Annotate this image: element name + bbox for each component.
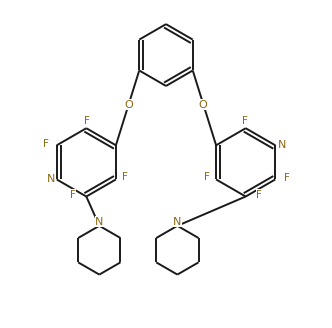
Text: N: N xyxy=(278,140,286,150)
Text: F: F xyxy=(242,116,248,126)
Text: N: N xyxy=(47,174,55,184)
Text: O: O xyxy=(199,100,207,110)
Text: N: N xyxy=(173,216,182,227)
Text: F: F xyxy=(204,172,210,182)
Text: O: O xyxy=(125,100,133,110)
Text: F: F xyxy=(122,172,128,182)
Text: N: N xyxy=(95,216,104,227)
Text: F: F xyxy=(256,190,262,200)
Text: F: F xyxy=(84,116,90,126)
Text: F: F xyxy=(284,173,290,183)
Text: F: F xyxy=(70,190,76,200)
Text: F: F xyxy=(43,139,49,149)
